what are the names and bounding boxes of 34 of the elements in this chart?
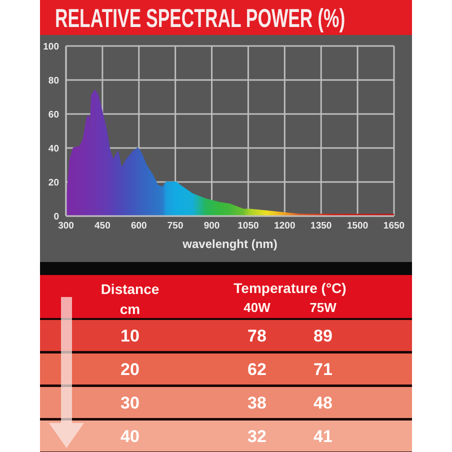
x-tick-label: 1050 <box>238 220 259 232</box>
x-tick-label: 900 <box>204 220 220 232</box>
x-tick-label: 1200 <box>274 220 296 232</box>
x-tick-label: 75W <box>310 300 338 314</box>
data-label: 32 <box>248 426 266 446</box>
y-axis-title: Distance cm <box>100 280 160 319</box>
data-label: 89 <box>314 326 332 345</box>
x-tick-label: 1650 <box>383 220 405 232</box>
x-tick-label: 40W <box>244 300 272 314</box>
y-tick-label: 40 <box>48 143 59 154</box>
y-tick-label: 10 <box>120 326 140 345</box>
data-label: 71 <box>314 360 332 378</box>
data-label: 48 <box>314 393 332 412</box>
y-tick-label: 100 <box>43 41 59 52</box>
chart-title: RELATIVE SPECTRAL POWER (%) <box>55 3 346 33</box>
x-tick-label: 450 <box>94 220 110 232</box>
data-label: 62 <box>248 360 266 378</box>
x-tick-label: 1500 <box>346 220 368 232</box>
x-axis-title: Temperature (°C) <box>234 280 346 296</box>
data-label: 78 <box>248 326 266 345</box>
x-axis-title: wavelenght (nm) <box>182 237 278 251</box>
x-tick-label: 1350 <box>310 220 332 232</box>
y-tick-label: 60 <box>48 109 59 120</box>
y-tick-label: 20 <box>120 360 140 378</box>
data-label: 38 <box>248 393 266 412</box>
y-tick-label: 20 <box>48 177 59 188</box>
x-tick-label: 600 <box>130 220 147 232</box>
x-tick-label: 750 <box>167 220 184 232</box>
y-tick-label: 0 <box>54 211 59 222</box>
y-tick-label: 30 <box>120 393 140 412</box>
y-tick-label: 40 <box>120 426 140 446</box>
data-label: 41 <box>314 426 332 446</box>
y-tick-label: 80 <box>48 75 59 86</box>
x-tick-label: 300 <box>58 220 74 232</box>
